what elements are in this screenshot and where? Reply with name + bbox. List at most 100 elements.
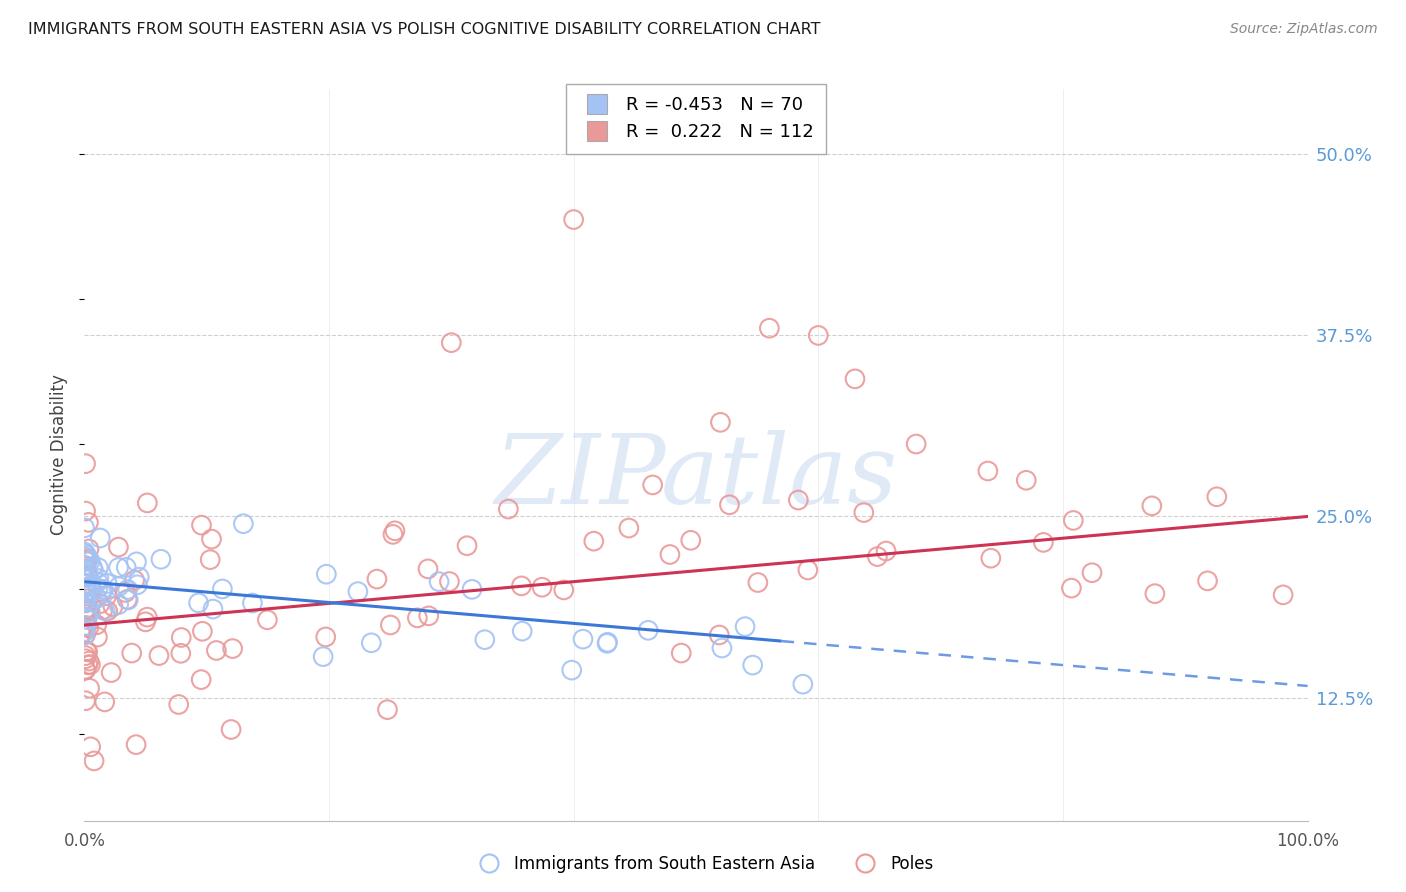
Point <box>617 521 640 535</box>
Point <box>844 372 866 386</box>
Point <box>190 518 212 533</box>
Point <box>221 641 243 656</box>
Point <box>75 596 97 610</box>
Point <box>93 582 115 597</box>
Point <box>596 635 619 649</box>
Point <box>1272 588 1295 602</box>
Legend: Immigrants from South Eastern Asia, Poles: Immigrants from South Eastern Asia, Pole… <box>465 848 941 880</box>
Text: Source: ZipAtlas.com: Source: ZipAtlas.com <box>1230 22 1378 37</box>
Point <box>807 328 830 343</box>
Point <box>312 649 335 664</box>
Point <box>79 681 101 696</box>
Point <box>76 619 98 633</box>
Point <box>1032 535 1054 549</box>
Point <box>792 677 814 691</box>
Point <box>384 524 406 538</box>
Point <box>905 437 928 451</box>
Point <box>77 621 100 635</box>
Point <box>531 580 554 594</box>
Point <box>582 534 605 549</box>
Point <box>75 618 97 632</box>
Point <box>79 605 101 619</box>
Point <box>73 594 96 608</box>
Point <box>148 648 170 663</box>
Point <box>73 545 96 559</box>
Point <box>108 580 131 594</box>
Point <box>107 540 129 554</box>
Point <box>1140 499 1163 513</box>
Point <box>75 648 97 663</box>
Point <box>75 577 97 591</box>
Legend: R = -0.453   N = 70, R =  0.222   N = 112: R = -0.453 N = 70, R = 0.222 N = 112 <box>567 84 825 154</box>
Point <box>1060 581 1083 595</box>
Point <box>97 604 120 618</box>
Point <box>79 587 101 601</box>
Point <box>79 739 101 754</box>
Point <box>167 698 190 712</box>
Point <box>87 560 110 574</box>
Point <box>427 574 450 589</box>
Point <box>474 632 496 647</box>
Y-axis label: Cognitive Disability: Cognitive Disability <box>51 375 69 535</box>
Point <box>76 645 98 659</box>
Point <box>980 551 1002 566</box>
Point <box>710 640 733 655</box>
Point <box>89 531 111 545</box>
Point <box>1205 490 1227 504</box>
Point <box>977 464 1000 478</box>
Point <box>149 552 172 566</box>
Point <box>96 576 118 591</box>
Point <box>87 575 110 590</box>
Point <box>1197 574 1219 588</box>
Point <box>315 567 337 582</box>
Point <box>553 582 575 597</box>
Point <box>75 663 97 677</box>
Point <box>347 584 370 599</box>
Point <box>73 558 96 573</box>
Point <box>79 580 101 594</box>
Point <box>1143 587 1166 601</box>
Point <box>77 603 100 617</box>
Point <box>75 504 97 518</box>
Point <box>87 581 110 595</box>
Point <box>201 602 224 616</box>
Point <box>125 738 148 752</box>
Point <box>242 596 264 610</box>
Point <box>852 506 875 520</box>
Point <box>76 569 98 583</box>
Point <box>510 624 533 639</box>
Point <box>1081 566 1104 580</box>
Point <box>797 563 820 577</box>
Point <box>76 591 98 606</box>
Point <box>86 591 108 606</box>
Point <box>79 554 101 568</box>
Point <box>80 583 103 598</box>
Point <box>73 628 96 642</box>
Point <box>117 592 139 607</box>
Point <box>75 601 97 615</box>
Point <box>1015 473 1038 487</box>
Point <box>75 662 97 676</box>
Text: IMMIGRANTS FROM SOUTH EASTERN ASIA VS POLISH COGNITIVE DISABILITY CORRELATION CH: IMMIGRANTS FROM SOUTH EASTERN ASIA VS PO… <box>28 22 821 37</box>
Point <box>96 589 118 603</box>
Point <box>360 636 382 650</box>
Point <box>1062 513 1084 527</box>
Point <box>94 604 117 618</box>
Point <box>115 592 138 607</box>
Point <box>82 563 104 577</box>
Point <box>76 549 98 563</box>
Point <box>191 624 214 639</box>
Point <box>75 550 97 565</box>
Point <box>75 644 97 658</box>
Point <box>190 673 212 687</box>
Point <box>219 723 242 737</box>
Point <box>82 560 104 574</box>
Point <box>747 575 769 590</box>
Point <box>498 502 520 516</box>
Point <box>75 584 97 599</box>
Point <box>107 598 129 612</box>
Point <box>200 532 222 546</box>
Point <box>101 599 124 614</box>
Point <box>232 516 254 531</box>
Point <box>73 567 96 582</box>
